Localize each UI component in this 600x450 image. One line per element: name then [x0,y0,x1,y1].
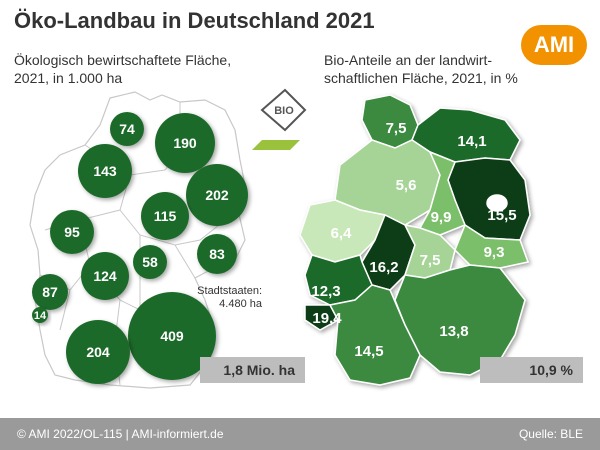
stadtstaaten-note: Stadtstaaten: 4.480 ha [186,285,262,311]
label-sn: 83 [209,246,225,262]
share-mv: 14,1 [457,133,486,150]
share-sh: 7,5 [386,120,407,137]
share-bw: 14,5 [354,343,383,360]
label-sl: 14 [34,310,47,322]
right-subtitle: Bio-Anteile an der landwirt-schaftlichen… [324,52,518,86]
circle-sn [197,234,237,274]
ami-logo: AMI [521,25,587,65]
share-nw: 6,4 [331,225,353,242]
footer-bar: © AMI 2022/OL-115 | AMI-informiert.de Qu… [0,418,600,450]
share-sl: 19,4 [312,310,342,327]
label-by: 409 [160,328,184,344]
circle-st [141,192,189,240]
circle-he [81,252,129,300]
state-sl [304,304,340,331]
label-he: 124 [93,268,117,284]
label-bb: 202 [205,187,229,203]
footer-source: Quelle: BLE [518,427,583,441]
share-labels: 7,5 14,1 5,6 15,5 9,9 6,4 9,3 16,2 7,5 1… [311,120,516,360]
share-st: 9,9 [431,209,452,226]
state-st [418,150,466,236]
area-circles [32,112,248,384]
state-sn [454,223,529,269]
total-share: 10,9 % [480,357,583,383]
svg-text:BIO: BIO [274,105,294,117]
share-rp: 12,3 [311,283,340,300]
share-map [299,94,531,386]
label-rp: 87 [42,284,58,300]
city-berlin [486,194,508,212]
circle-rp [32,274,68,310]
label-sh: 74 [119,121,135,137]
circle-by [128,292,216,380]
stadtstaaten-value: 4.480 ha [219,298,262,310]
stadtstaaten-label: Stadtstaaten: [197,285,262,297]
label-st: 115 [154,208,177,224]
share-bb: 15,5 [487,207,516,224]
page-title: Öko-Landbau in Deutschland 2021 [14,8,375,33]
label-mv: 190 [173,135,197,151]
share-sn: 9,3 [484,244,505,261]
footer-copyright: © AMI 2022/OL-115 | AMI-informiert.de [17,427,224,441]
circle-ni [78,144,132,198]
left-subtitle: Ökologisch bewirtschaftete Fläche, 2021,… [14,52,232,86]
share-ni: 5,6 [396,177,417,194]
label-ni: 143 [93,163,117,179]
share-th: 7,5 [420,252,441,269]
circle-nw [50,210,94,254]
total-area: 1,8 Mio. ha [200,357,305,383]
label-bw: 204 [86,344,110,360]
bio-badge: BIO [252,88,307,150]
circle-mv [155,113,215,173]
share-by: 13,8 [439,323,468,340]
label-nw: 95 [64,224,80,240]
state-bw [328,284,421,386]
circle-sl [32,307,48,323]
circle-sh [110,112,144,146]
circle-bw [66,320,130,384]
state-nw [299,199,387,263]
circle-th [133,245,167,279]
area-labels: 74 190 143 202 115 95 83 58 124 87 14 40… [34,121,229,360]
circle-bb [186,164,248,226]
label-th: 58 [142,254,158,270]
share-he: 16,2 [369,259,398,276]
